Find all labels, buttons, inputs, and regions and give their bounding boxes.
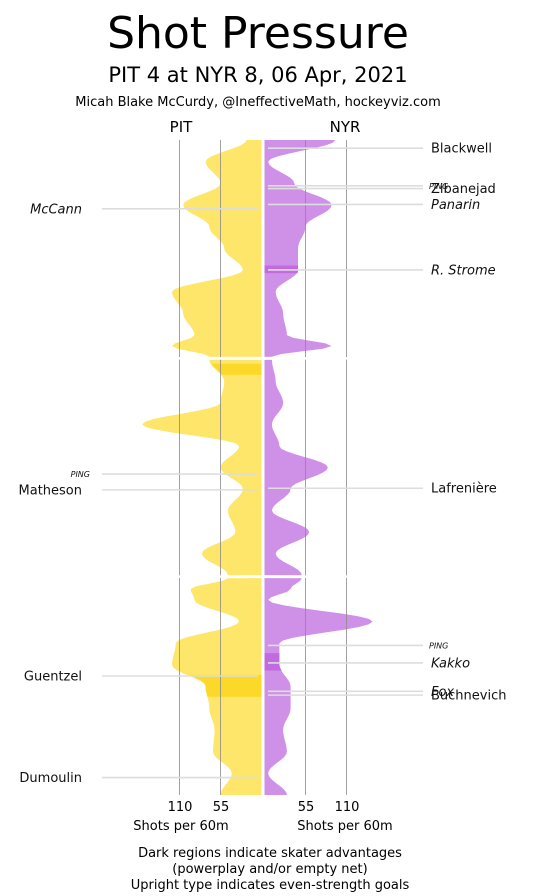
- goal-label-5: R. Strome: [431, 263, 496, 278]
- area-pit-period-1: [172, 140, 262, 357]
- goal-label-14: Dumoulin: [19, 771, 82, 786]
- goal-label-12: Fox: [431, 685, 454, 700]
- area-pit-period-2: [142, 359, 262, 576]
- axis-label-right: Shots per 60m: [297, 819, 392, 834]
- footnote-line-1: Dark regions indicate skater advantages: [138, 846, 402, 861]
- goal-label-0: Blackwell: [431, 142, 492, 157]
- goal-label-11: Guentzel: [24, 670, 82, 685]
- area-layer: [142, 140, 373, 795]
- goal-label-3: Panarin: [431, 198, 480, 213]
- advantage-pit-3-1: [188, 674, 262, 697]
- footnote-line-3: Upright type indicates even-strength goa…: [131, 878, 410, 893]
- goal-label-7: Matheson: [19, 483, 82, 498]
- area-nyr-period-3: [264, 578, 373, 795]
- axis-label-left: Shots per 60m: [133, 819, 228, 834]
- goal-label-8: Lafrenière: [431, 482, 497, 497]
- advantage-nyr-3-1: [264, 653, 282, 671]
- tick-label-left-110: 110: [168, 800, 193, 815]
- advantage-pit-2-1: [211, 363, 262, 375]
- goal-label-10: Kakko: [431, 656, 470, 671]
- chart-title: Shot Pressure: [107, 8, 409, 59]
- ping-label-9: PING: [429, 641, 448, 650]
- footnote-line-2: (powerplay and/or empty net): [172, 862, 367, 877]
- goal-label-4: McCann: [30, 202, 82, 217]
- chart-credit: Micah Blake McCurdy, @IneffectiveMath, h…: [75, 95, 441, 110]
- goal-label-13: Buchnevich: [431, 689, 506, 704]
- tick-label-right-110: 110: [335, 800, 360, 815]
- area-nyr-period-2: [264, 359, 328, 576]
- tick-label-left-55: 55: [213, 800, 230, 815]
- chart-subtitle: PIT 4 at NYR 8, 06 Apr, 2021: [108, 63, 407, 87]
- grid-layer: [170, 140, 350, 795]
- ping-label-1: PING: [429, 182, 448, 191]
- area-nyr-period-1: [264, 140, 336, 357]
- team-label-left: PIT: [170, 118, 193, 136]
- goal-label-2: Zibanejad: [431, 182, 496, 197]
- ping-label-6: PING: [71, 470, 90, 479]
- tick-label-right-55: 55: [298, 800, 315, 815]
- team-label-right: NYR: [330, 118, 361, 136]
